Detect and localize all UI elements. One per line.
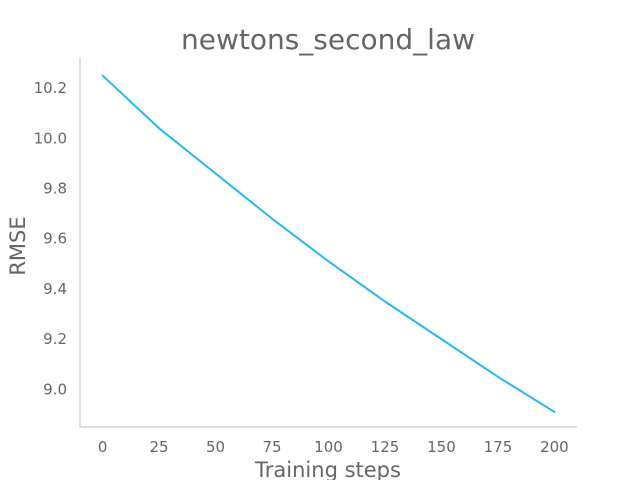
chart-title: newtons_second_law: [181, 23, 475, 56]
y-tick-label: 9.4: [43, 280, 67, 298]
x-tick-label: 100: [314, 438, 343, 456]
x-tick-label: 200: [540, 438, 569, 456]
x-axis-label: Training steps: [254, 458, 401, 480]
x-tick-label: 125: [371, 438, 400, 456]
y-tick-label: 9.2: [43, 330, 67, 348]
y-axis-label: RMSE: [6, 216, 30, 275]
y-tick-label: 9.6: [43, 230, 67, 248]
y-tick-label: 10.2: [34, 79, 67, 97]
series-layer: [101, 74, 556, 413]
x-tick-label: 150: [427, 438, 456, 456]
y-tick-label: 9.8: [43, 180, 67, 198]
x-tick-label: 25: [150, 438, 169, 456]
y-tick-label: 9.0: [43, 380, 67, 398]
x-tick-label: 175: [484, 438, 513, 456]
x-tick-label: 75: [262, 438, 281, 456]
x-tick-label: 50: [206, 438, 225, 456]
y-tick-labels: 9.0 9.2 9.4 9.6 9.8 10.0 10.2: [34, 79, 67, 398]
y-tick-label: 10.0: [34, 129, 67, 147]
series-line-0: [101, 74, 556, 413]
x-tick-label: 0: [98, 438, 108, 456]
x-tick-labels: 0 25 50 75 100 125 150 175 200: [98, 438, 569, 456]
